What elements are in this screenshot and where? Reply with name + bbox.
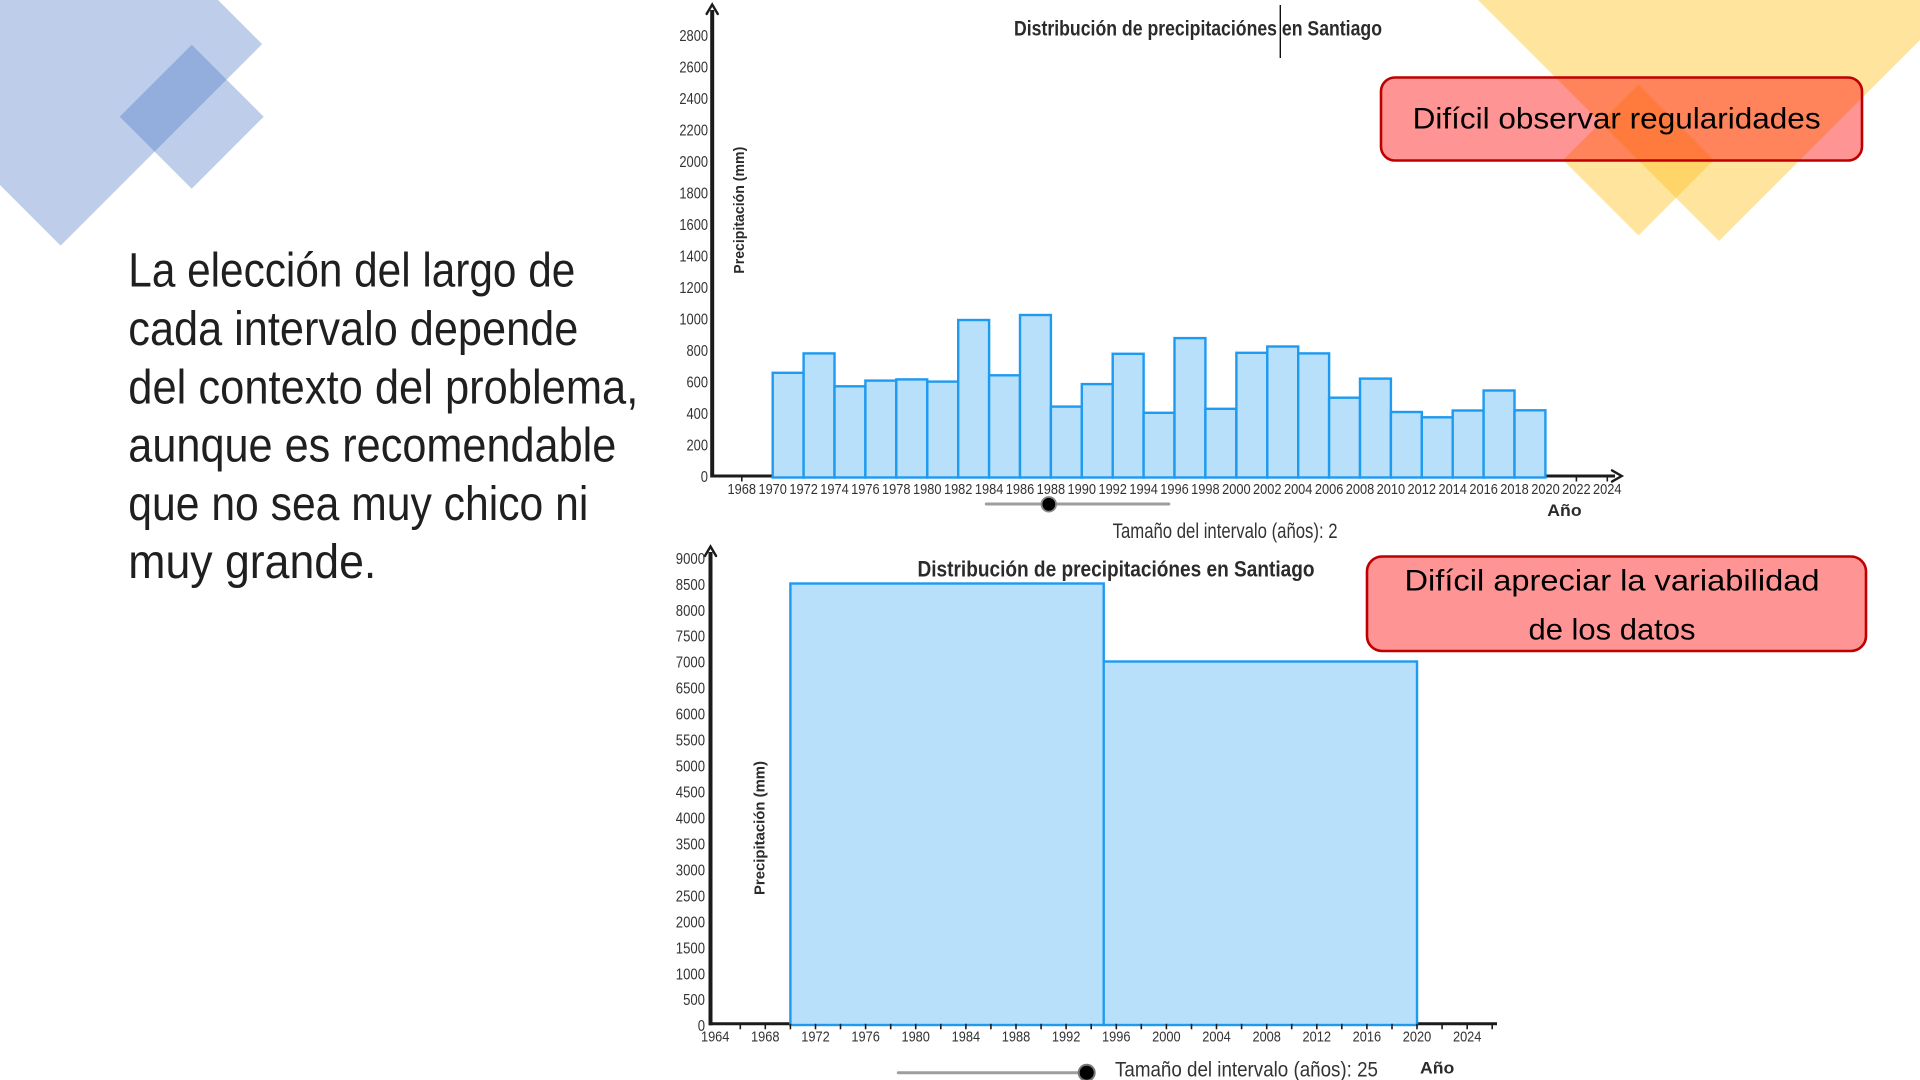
svg-text:2024: 2024 [1453,1028,1482,1045]
svg-text:8000: 8000 [676,603,706,620]
svg-text:2000: 2000 [679,154,708,171]
svg-text:2012: 2012 [1303,1028,1332,1045]
svg-text:de los datos: de los datos [1529,614,1696,647]
svg-text:Tamaño del intervalo (años): 2: Tamaño del intervalo (años): 25 [1115,1059,1378,1080]
svg-text:1980: 1980 [901,1028,930,1045]
svg-text:1998: 1998 [1191,481,1220,498]
svg-text:2006: 2006 [1315,481,1344,498]
svg-text:8500: 8500 [676,577,706,594]
svg-text:4000: 4000 [676,811,706,828]
svg-text:2008: 2008 [1346,481,1375,498]
svg-text:2012: 2012 [1408,481,1437,498]
svg-text:1984: 1984 [975,481,1004,498]
svg-text:Difícil observar regularidades: Difícil observar regularidades [1413,103,1821,136]
svg-text:1968: 1968 [728,481,757,498]
svg-text:0: 0 [698,1018,706,1035]
svg-text:9000: 9000 [676,551,706,568]
svg-text:2000: 2000 [1222,481,1251,498]
svg-text:1970: 1970 [758,481,787,498]
svg-text:1400: 1400 [679,249,708,266]
svg-text:7500: 7500 [676,629,706,646]
svg-text:2020: 2020 [1531,481,1560,498]
svg-text:1976: 1976 [851,1028,880,1045]
svg-text:2200: 2200 [679,122,708,139]
svg-text:1972: 1972 [801,1028,830,1045]
svg-text:1600: 1600 [679,217,708,234]
svg-text:1974: 1974 [820,481,849,498]
svg-text:2024: 2024 [1593,481,1622,498]
svg-text:1500: 1500 [676,940,706,957]
svg-text:2014: 2014 [1438,481,1467,498]
svg-text:1800: 1800 [679,186,708,203]
svg-text:6500: 6500 [676,681,706,698]
svg-text:800: 800 [687,343,709,360]
svg-text:2010: 2010 [1377,481,1406,498]
svg-text:2020: 2020 [1403,1028,1432,1045]
svg-text:1992: 1992 [1098,481,1127,498]
svg-text:1992: 1992 [1052,1028,1081,1045]
svg-text:1996: 1996 [1102,1028,1131,1045]
svg-text:1980: 1980 [913,481,942,498]
svg-text:6000: 6000 [676,707,706,724]
svg-text:2016: 2016 [1353,1028,1382,1045]
svg-text:3000: 3000 [676,862,706,879]
svg-text:2008: 2008 [1252,1028,1281,1045]
svg-text:600: 600 [687,375,709,392]
svg-text:1988: 1988 [1037,481,1066,498]
svg-text:2004: 2004 [1202,1028,1231,1045]
svg-text:aunque es recomendable: aunque es recomendable [128,420,616,473]
svg-text:2600: 2600 [679,59,708,76]
svg-text:1990: 1990 [1068,481,1097,498]
svg-text:1972: 1972 [789,481,818,498]
svg-text:0: 0 [701,469,709,486]
svg-text:1200: 1200 [679,280,708,297]
svg-text:1982: 1982 [944,481,973,498]
svg-text:200: 200 [687,438,709,455]
svg-text:Año: Año [1547,502,1581,520]
svg-text:4500: 4500 [676,785,706,802]
svg-text:400: 400 [687,406,709,423]
svg-text:que no sea muy chico ni: que no sea muy chico ni [128,478,588,531]
svg-text:Año: Año [1420,1060,1454,1078]
svg-text:Precipitación (mm): Precipitación (mm) [731,147,748,274]
svg-text:muy grande.: muy grande. [128,536,376,589]
svg-text:5000: 5000 [676,759,706,776]
svg-text:1988: 1988 [1002,1028,1031,1045]
svg-text:2800: 2800 [679,28,708,45]
svg-text:2022: 2022 [1562,481,1591,498]
svg-text:1000: 1000 [679,312,708,329]
svg-text:2000: 2000 [1152,1028,1181,1045]
svg-text:7000: 7000 [676,655,706,672]
svg-text:1976: 1976 [851,481,880,498]
svg-text:1984: 1984 [952,1028,981,1045]
svg-text:1964: 1964 [701,1028,730,1045]
svg-text:2400: 2400 [679,91,708,108]
svg-text:1000: 1000 [676,966,706,983]
svg-text:cada intervalo depende: cada intervalo depende [128,303,578,356]
svg-text:2004: 2004 [1284,481,1313,498]
svg-text:Distribución de precipitacióne: Distribución de precipitaciónes en Santi… [1014,17,1382,41]
svg-text:2018: 2018 [1500,481,1529,498]
svg-text:2000: 2000 [676,914,706,931]
svg-text:2002: 2002 [1253,481,1282,498]
svg-text:2500: 2500 [676,888,706,905]
svg-text:1968: 1968 [751,1028,780,1045]
svg-text:Tamaño del intervalo (años): 2: Tamaño del intervalo (años): 2 [1113,520,1338,543]
svg-text:1996: 1996 [1160,481,1189,498]
svg-text:1986: 1986 [1006,481,1035,498]
svg-text:5500: 5500 [676,733,706,750]
svg-text:del contexto del problema,: del contexto del problema, [128,361,638,414]
svg-text:1994: 1994 [1129,481,1158,498]
svg-text:2016: 2016 [1469,481,1498,498]
svg-text:3500: 3500 [676,836,706,853]
svg-text:500: 500 [683,992,705,1009]
svg-text:1978: 1978 [882,481,911,498]
svg-text:La elección del largo de: La elección del largo de [128,245,575,298]
svg-text:Precipitación (mm): Precipitación (mm) [751,761,768,895]
svg-text:Difícil apreciar la variabilid: Difícil apreciar la variabilidad [1405,565,1820,598]
svg-text:Distribución de precipitacióne: Distribución de precipitaciónes en Santi… [918,557,1315,582]
